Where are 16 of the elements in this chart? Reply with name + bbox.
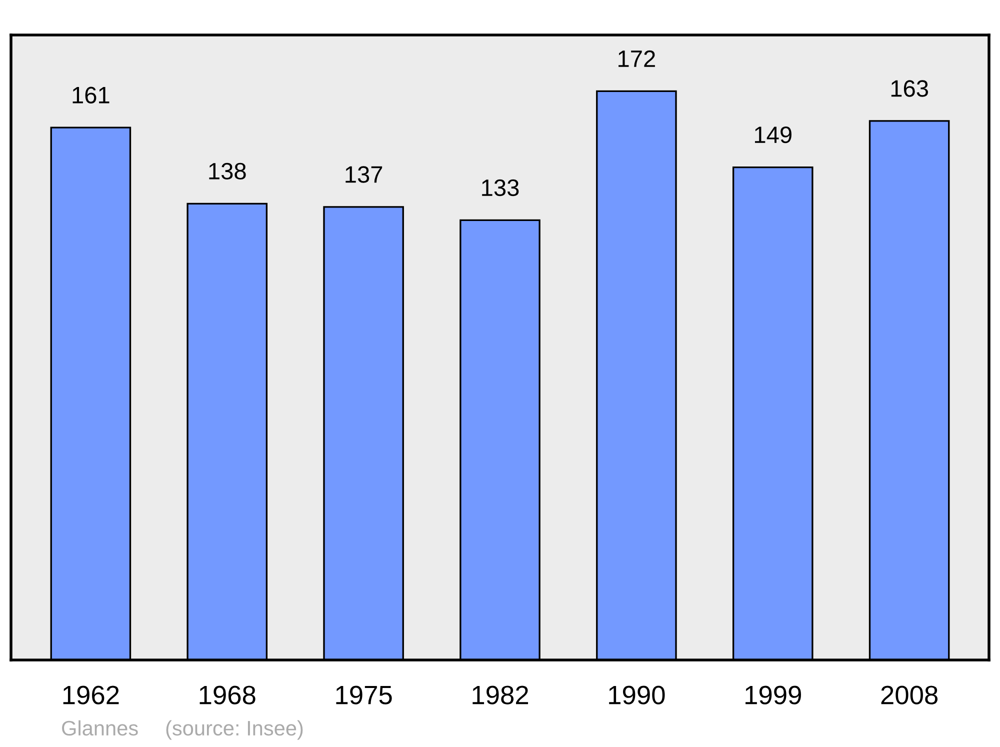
x-tick-label: 1975 bbox=[336, 686, 392, 704]
x-tick-label: 2008 bbox=[881, 686, 938, 704]
x-tick-label: 1968 bbox=[200, 686, 256, 704]
x-tick-label: 1990 bbox=[609, 686, 665, 704]
x-tick-label: 1962 bbox=[63, 686, 119, 704]
data-label: 138 bbox=[209, 162, 246, 180]
text: Glannes bbox=[62, 720, 138, 736]
data-label: 137 bbox=[346, 166, 382, 183]
data-label: 172 bbox=[618, 50, 655, 67]
data-label: 161 bbox=[72, 86, 110, 104]
data-label: 149 bbox=[754, 126, 792, 144]
text: (source: Insee) bbox=[166, 720, 303, 740]
x-tick-label: 1999 bbox=[746, 686, 801, 704]
data-label: 163 bbox=[891, 80, 928, 97]
data-label: 133 bbox=[482, 179, 519, 196]
x-tick-label: 1982 bbox=[472, 686, 528, 704]
